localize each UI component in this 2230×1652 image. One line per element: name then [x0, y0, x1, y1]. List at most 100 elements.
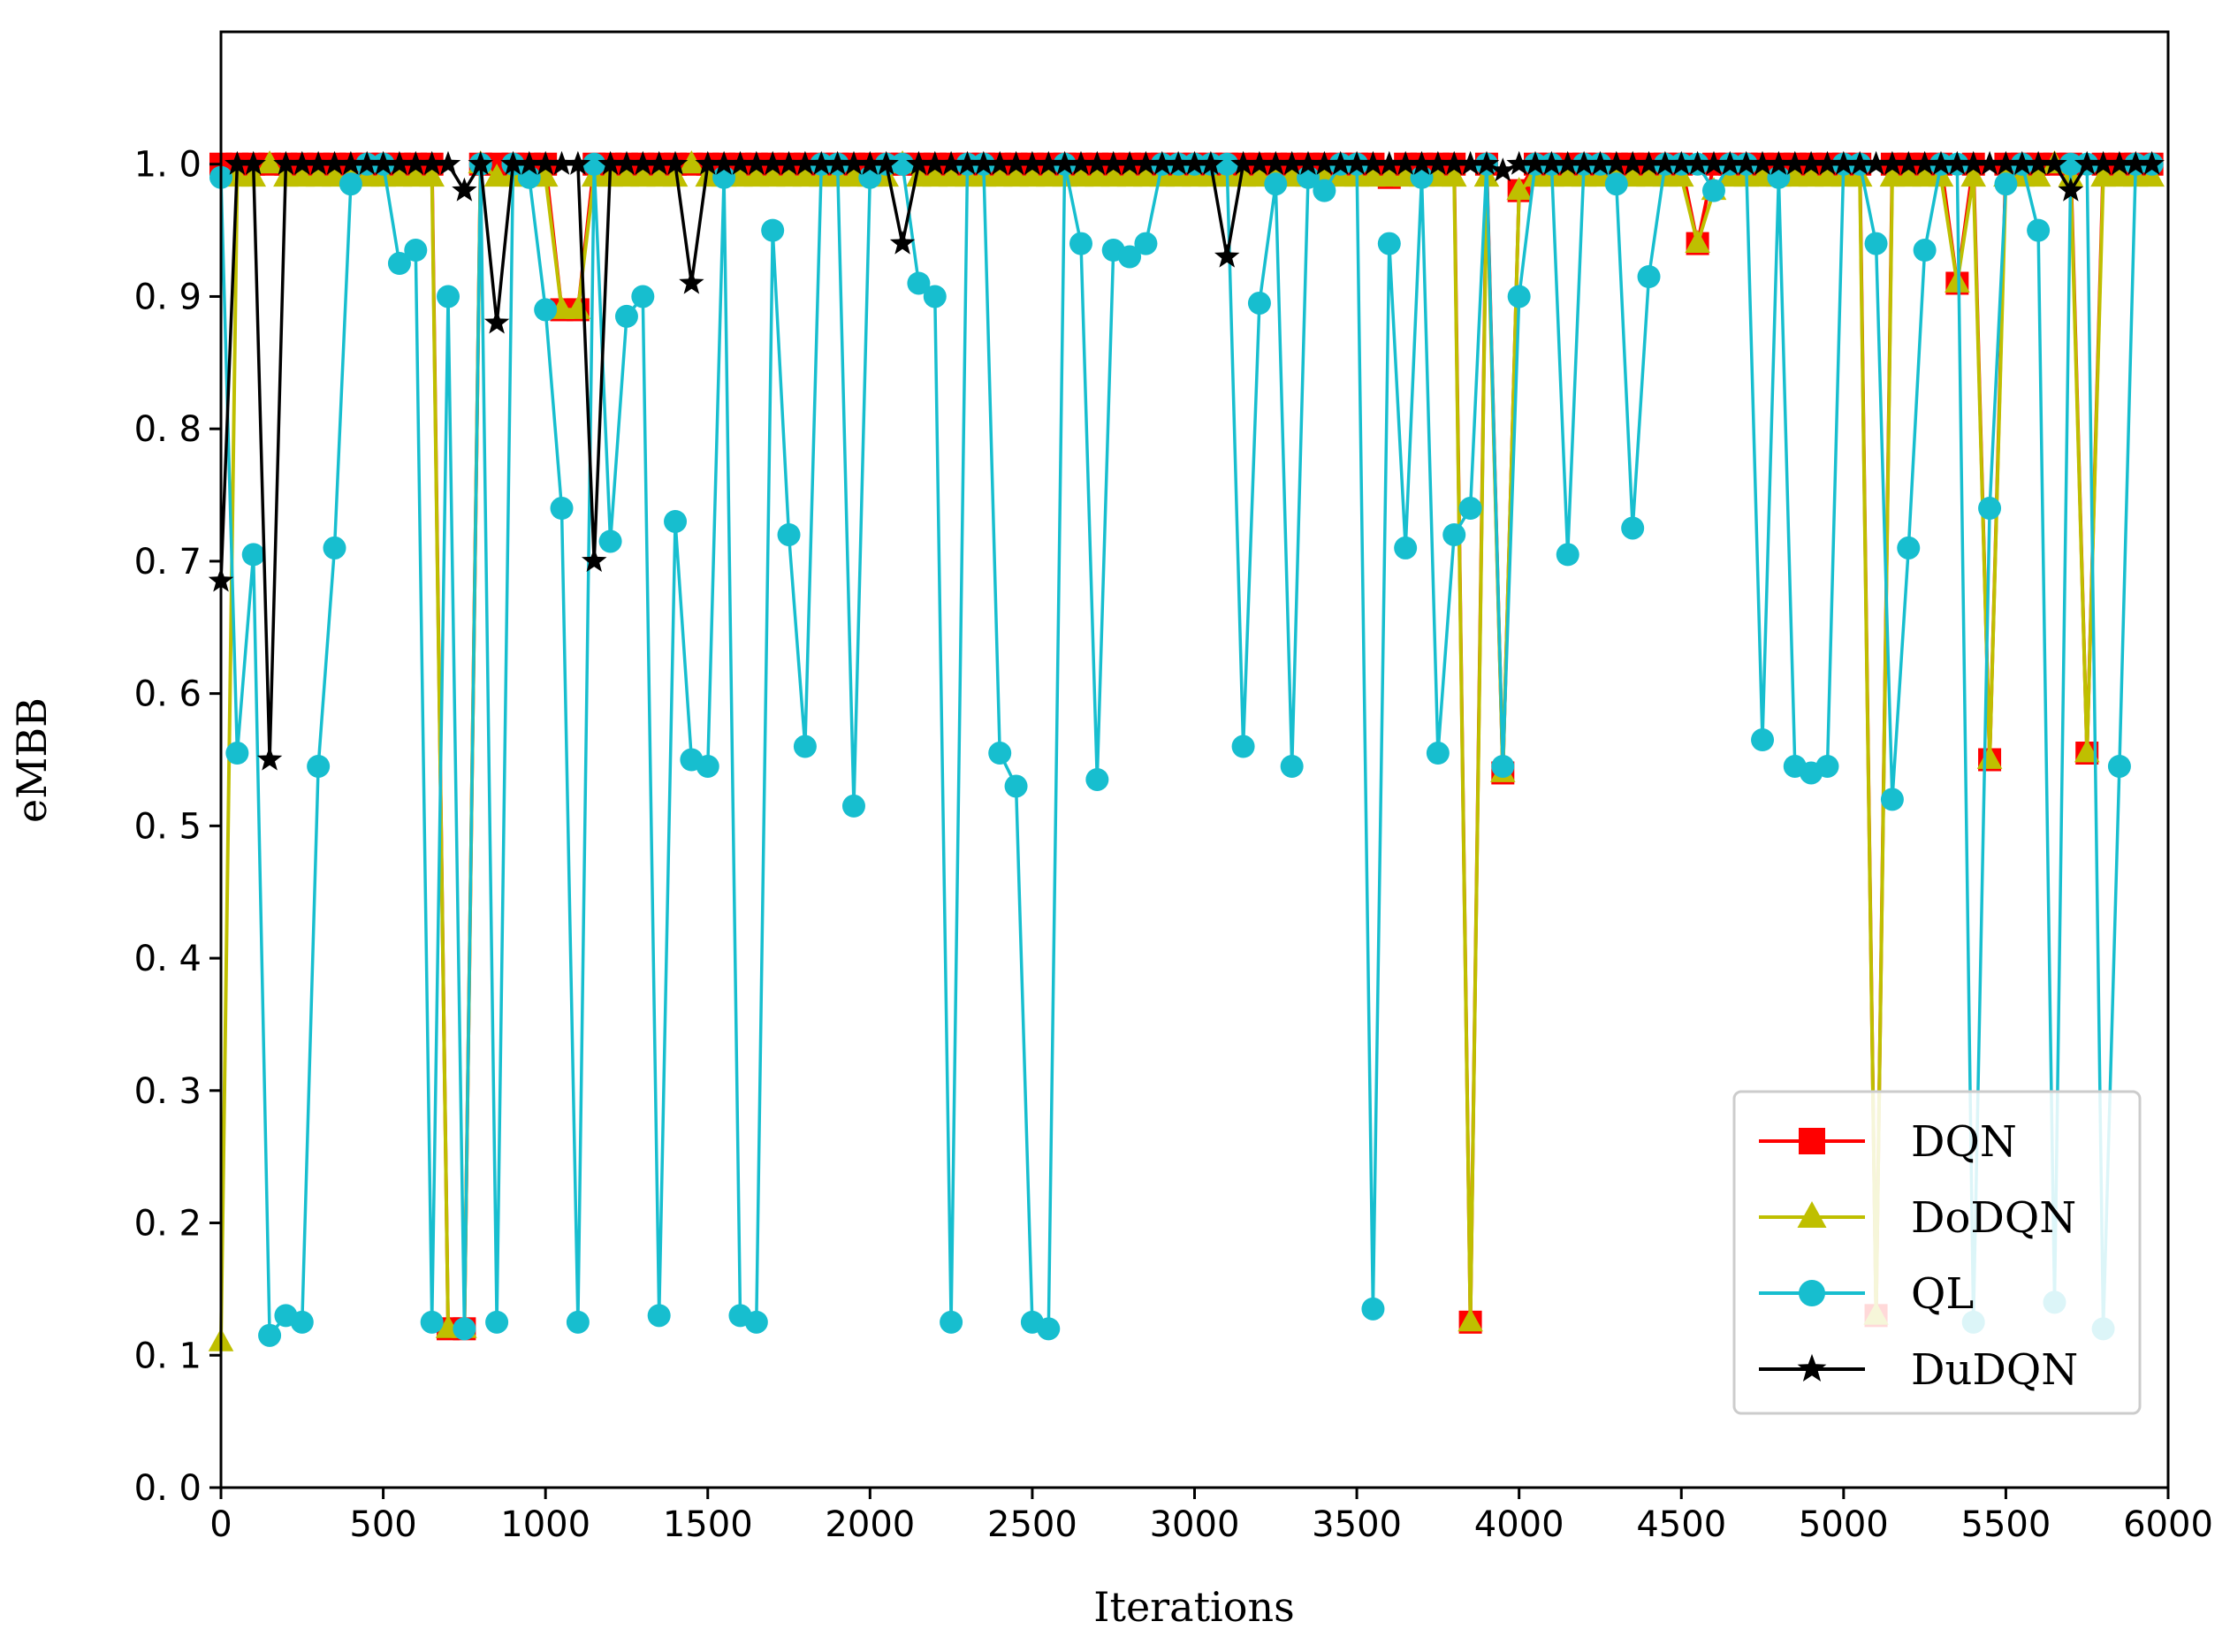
- data-point-dudqn: [1442, 150, 1467, 175]
- x-tick-label: 4000: [1474, 1504, 1564, 1545]
- data-point-dudqn: [1945, 150, 1970, 175]
- y-tick-label: 0. 3: [134, 1071, 202, 1112]
- data-point-dodqn: [1441, 164, 1467, 187]
- data-point-dudqn: [2025, 150, 2051, 175]
- data-point-dodqn: [1035, 164, 1062, 187]
- data-point-ql: [841, 794, 865, 818]
- x-tick-label: 2000: [825, 1504, 915, 1545]
- data-point-dudqn: [1052, 150, 1077, 175]
- data-point-ql: [2027, 218, 2051, 242]
- legend-label-ql: QL: [1911, 1269, 1974, 1319]
- data-point-dudqn: [1830, 150, 1857, 175]
- data-point-dodqn: [1376, 164, 1403, 187]
- data-point-dudqn: [1360, 150, 1386, 175]
- data-point-ql: [940, 1310, 963, 1334]
- data-point-ql: [1085, 767, 1109, 791]
- data-point-dodqn: [1506, 177, 1532, 201]
- data-point-ql: [1037, 1317, 1061, 1341]
- data-point-ql: [1880, 788, 1904, 811]
- data-point-dudqn: [987, 150, 1013, 175]
- data-point-dodqn: [305, 164, 331, 187]
- data-point-dudqn: [1669, 150, 1694, 175]
- data-point-dudqn: [597, 150, 623, 175]
- data-point-dudqn: [1279, 150, 1305, 175]
- data-point-dudqn: [532, 150, 559, 175]
- data-point-ql: [485, 1310, 509, 1334]
- data-point-dodqn: [1019, 164, 1046, 187]
- data-point-dudqn: [1928, 150, 1954, 175]
- data-point-dudqn: [613, 150, 640, 175]
- data-point-dudqn: [386, 150, 413, 175]
- data-point-dudqn: [273, 150, 299, 175]
- series-dudqn: [208, 150, 2165, 771]
- data-point-dudqn: [955, 150, 980, 175]
- data-point-dudqn: [516, 150, 542, 175]
- data-point-ql: [664, 509, 688, 533]
- data-point-dudqn: [1214, 243, 1240, 268]
- data-point-dudqn: [1993, 150, 2019, 175]
- y-tick-label: 0. 7: [134, 542, 202, 582]
- x-tick-label: 6000: [2123, 1504, 2213, 1545]
- data-point-dudqn: [1555, 150, 1580, 175]
- data-point-dudqn: [1912, 150, 1937, 175]
- data-point-dudqn: [2139, 150, 2165, 175]
- data-point-dudqn: [1539, 150, 1564, 175]
- data-point-dodqn: [1945, 269, 1970, 293]
- data-point-dudqn: [1847, 150, 1873, 175]
- data-point-dudqn: [256, 746, 283, 771]
- data-point-ql: [420, 1310, 444, 1334]
- y-tick-label: 0. 6: [134, 674, 202, 715]
- data-point-dodqn: [1879, 164, 1906, 187]
- data-point-ql: [1394, 536, 1418, 560]
- data-point-dudqn: [1409, 150, 1435, 175]
- data-point-ql: [1913, 239, 1937, 263]
- data-point-dudqn: [1019, 150, 1046, 175]
- data-point-dudqn: [1165, 150, 1191, 175]
- data-point-ql: [907, 271, 931, 295]
- legend-label-dqn: DQN: [1911, 1117, 2017, 1167]
- y-tick-label: 0. 4: [134, 939, 202, 979]
- data-point-dudqn: [240, 150, 266, 175]
- legend-marker-dqn: [1799, 1128, 1825, 1154]
- data-point-dodqn: [1815, 164, 1840, 187]
- data-point-dudqn: [1522, 150, 1549, 175]
- data-point-dodqn: [1133, 164, 1159, 187]
- data-point-dudqn: [1896, 150, 1922, 175]
- data-point-dodqn: [1360, 164, 1386, 187]
- data-point-dodqn: [1085, 164, 1110, 187]
- y-tick-label: 0. 2: [134, 1204, 202, 1245]
- y-tick-label: 1. 0: [134, 145, 202, 186]
- data-point-dudqn: [1717, 150, 1743, 175]
- data-point-dodqn: [2106, 164, 2133, 187]
- data-point-dudqn: [1198, 150, 1224, 175]
- data-point-ql: [323, 536, 346, 560]
- data-point-ql: [1458, 497, 1482, 521]
- data-point-dudqn: [1701, 150, 1727, 175]
- data-point-ql: [1004, 774, 1028, 798]
- data-point-ql: [761, 218, 785, 242]
- data-point-dodqn: [679, 150, 704, 174]
- data-point-dodqn: [906, 164, 932, 187]
- data-point-ql: [1313, 179, 1336, 202]
- data-point-dudqn: [1068, 150, 1094, 175]
- y-tick-label: 0. 8: [134, 409, 202, 450]
- data-point-ql: [1897, 536, 1921, 560]
- data-point-dodqn: [1100, 164, 1127, 187]
- data-point-dodqn: [1457, 1308, 1483, 1332]
- legend-item-dudqn: DuDQN: [1759, 1345, 2078, 1395]
- data-point-ql: [2107, 754, 2131, 778]
- data-point-dudqn: [857, 150, 883, 175]
- data-point-ql: [1864, 232, 1888, 255]
- x-axis-label: Iterations: [1093, 1583, 1294, 1631]
- data-point-dudqn: [582, 548, 607, 572]
- data-point-dodqn: [483, 164, 510, 187]
- legend: DQN DoDQN QL DuDQN: [1732, 1090, 2142, 1415]
- x-tick-label: 4500: [1636, 1504, 1726, 1545]
- data-point-ql: [598, 529, 622, 553]
- data-point-dudqn: [1587, 150, 1613, 175]
- data-point-ql: [793, 735, 817, 758]
- data-point-ql: [1442, 522, 1466, 546]
- data-point-ql: [647, 1304, 671, 1328]
- data-point-ql: [1247, 291, 1271, 315]
